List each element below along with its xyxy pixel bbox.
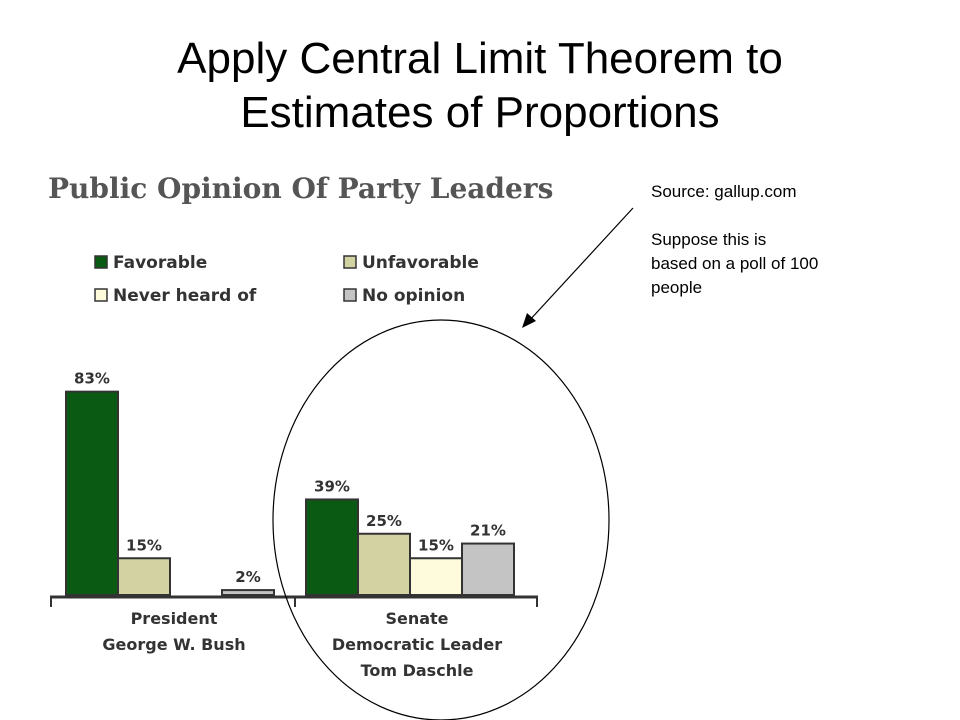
bar-president-no-opinion [221, 589, 275, 596]
legend-swatch-no-opinion [343, 288, 357, 302]
x-axis [50, 595, 538, 607]
legend-swatch-never-heard-of [94, 288, 108, 302]
category-label-president-line1: President [131, 609, 218, 628]
bar-president-favorable [65, 390, 119, 596]
slide-title-line2: Estimates of Proportions [240, 88, 720, 137]
chart-title: Public Opinion Of Party Leaders [48, 172, 553, 205]
note-line-1: Suppose this is [651, 230, 767, 249]
side-note: Source: gallup.com Suppose this is based… [651, 180, 911, 300]
bars-group [65, 390, 515, 597]
arrow-head [522, 313, 536, 328]
category-label-president-line2: George W. Bush [102, 635, 245, 654]
data-label-senate-unfavorable: 25% [366, 512, 402, 530]
bar-senate-favorable [305, 498, 359, 597]
bar-senate-unfavorable [357, 532, 411, 596]
data-label-president-favorable: 83% [74, 370, 110, 388]
category-label-senate-line3: Tom Daschle [361, 661, 474, 680]
slide-title-line1: Apply Central Limit Theorem to [177, 34, 783, 83]
data-label-senate-never-heard-of: 15% [418, 536, 454, 554]
legend-swatch-favorable [94, 255, 108, 269]
note-line-2: based on a poll of 100 [651, 254, 819, 273]
slide-title: Apply Central Limit Theorem to Estimates… [0, 32, 960, 140]
legend-label-never-heard-of: Never heard of [113, 286, 257, 306]
bar-senate-never-heard-of [409, 557, 463, 596]
category-label-senate-line1: Senate [385, 609, 448, 628]
category-label-senate-line2: Democratic Leader [332, 635, 502, 654]
legend-label-favorable: Favorable [113, 253, 207, 273]
legend-label-unfavorable: Unfavorable [362, 253, 479, 273]
bar-senate-no-opinion [461, 542, 515, 596]
highlight-ellipse [272, 319, 610, 720]
data-label-president-no-opinion: 2% [235, 568, 260, 586]
data-label-senate-no-opinion: 21% [470, 522, 506, 540]
data-label-senate-favorable: 39% [314, 477, 350, 495]
category-labels: President George W. Bush Senate Democrat… [102, 609, 502, 680]
note-line-3: people [651, 278, 703, 297]
arrow-shaft [527, 207, 634, 323]
bar-president-unfavorable [117, 557, 171, 596]
data-label-president-unfavorable: 15% [126, 536, 162, 554]
legend-swatch-unfavorable [343, 255, 357, 269]
bar-labels-group: 83% 15% 2% 39% 25% 15% 21% [74, 370, 506, 586]
pointer-arrow [522, 207, 634, 328]
legend-label-no-opinion: No opinion [362, 286, 465, 306]
source-text: Source: gallup.com [651, 182, 797, 201]
legend: Favorable Never heard of Unfavorable No … [94, 253, 479, 306]
